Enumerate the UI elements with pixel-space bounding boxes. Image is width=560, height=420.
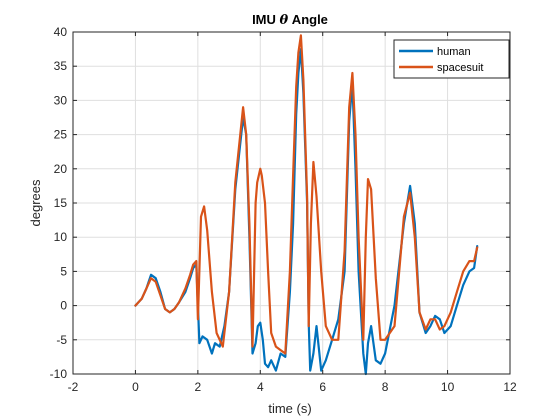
legend-label-spacesuit: spacesuit: [437, 62, 483, 74]
y-tick-label: -5: [56, 333, 67, 347]
chart-title-prefix: IMU: [252, 12, 279, 27]
x-tick-label: 0: [132, 380, 139, 394]
y-tick-label: 35: [54, 59, 68, 73]
y-axis-label: degrees: [28, 179, 43, 226]
axis-ticks: -2 0 2 4 6 8 10 12 -10 -5 0 5 10 15 20 25 30 35 40: [50, 25, 517, 394]
x-tick-label: 2: [195, 380, 202, 394]
y-tick-label: 20: [54, 162, 68, 176]
series-line-spacesuit: [134, 34, 479, 355]
legend-box: [393, 39, 510, 79]
chart-title-symbol: θ: [280, 13, 289, 28]
y-tick-label: 25: [54, 128, 68, 142]
y-tick-label: 5: [60, 264, 67, 278]
legend: human spacesuit: [393, 39, 510, 79]
x-tick-label: -2: [68, 380, 79, 394]
chart-title-suffix: Angle: [288, 12, 328, 27]
x-tick-label: 4: [257, 380, 264, 394]
x-axis-label: time (s): [268, 401, 311, 416]
y-tick-label: 30: [54, 93, 68, 107]
grid: [73, 32, 510, 374]
y-tick-label: 10: [54, 230, 68, 244]
y-tick-label: -10: [50, 367, 68, 381]
legend-label-human: human: [437, 46, 471, 58]
x-tick-label: 6: [319, 380, 326, 394]
x-tick-label: 10: [441, 380, 455, 394]
x-tick-label: 12: [503, 380, 517, 394]
y-tick-label: 40: [54, 25, 68, 39]
chart-title: IMU θ Angle: [252, 12, 328, 28]
y-tick-label: 0: [60, 299, 67, 313]
series-lines: [134, 34, 479, 376]
y-tick-label: 15: [54, 196, 68, 210]
x-tick-label: 8: [382, 380, 389, 394]
